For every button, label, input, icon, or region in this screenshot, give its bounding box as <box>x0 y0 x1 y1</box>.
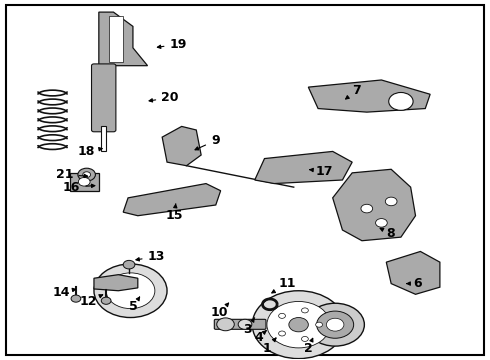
Circle shape <box>78 168 96 181</box>
Text: 14: 14 <box>52 286 76 299</box>
Circle shape <box>238 319 252 329</box>
Circle shape <box>316 322 322 327</box>
Text: 21: 21 <box>56 168 88 181</box>
Bar <box>101 126 106 152</box>
Text: 18: 18 <box>77 145 102 158</box>
Circle shape <box>289 318 308 332</box>
Polygon shape <box>255 152 352 184</box>
Text: 17: 17 <box>310 165 333 177</box>
FancyBboxPatch shape <box>92 64 116 132</box>
Text: 2: 2 <box>304 338 313 355</box>
Circle shape <box>317 311 354 338</box>
Circle shape <box>71 295 81 302</box>
Text: 8: 8 <box>380 227 395 240</box>
Text: 1: 1 <box>263 338 276 355</box>
Text: 7: 7 <box>345 84 361 99</box>
Polygon shape <box>386 251 440 294</box>
Text: 12: 12 <box>79 295 103 308</box>
Polygon shape <box>308 80 430 112</box>
FancyBboxPatch shape <box>214 319 266 329</box>
Circle shape <box>306 303 365 346</box>
Circle shape <box>123 260 135 269</box>
Text: 4: 4 <box>254 331 266 344</box>
Polygon shape <box>99 12 147 66</box>
Circle shape <box>279 331 286 336</box>
Text: 3: 3 <box>243 318 255 336</box>
Text: 9: 9 <box>195 134 220 150</box>
Text: 5: 5 <box>128 297 140 313</box>
Circle shape <box>361 204 373 213</box>
Circle shape <box>301 337 308 341</box>
Polygon shape <box>109 16 123 62</box>
Circle shape <box>94 264 167 318</box>
Text: 16: 16 <box>63 181 95 194</box>
Circle shape <box>217 318 234 331</box>
Circle shape <box>78 177 90 186</box>
Circle shape <box>106 273 155 309</box>
Text: 15: 15 <box>166 204 183 222</box>
Text: 13: 13 <box>136 250 165 263</box>
Circle shape <box>279 313 286 318</box>
Circle shape <box>101 297 111 304</box>
Circle shape <box>252 291 345 359</box>
Polygon shape <box>70 173 99 191</box>
Text: 10: 10 <box>211 303 229 319</box>
Text: 20: 20 <box>149 91 179 104</box>
Circle shape <box>389 93 413 111</box>
Text: 19: 19 <box>157 38 187 51</box>
Circle shape <box>267 301 330 348</box>
Circle shape <box>301 308 308 313</box>
Text: 11: 11 <box>272 277 295 293</box>
Circle shape <box>375 219 387 227</box>
Polygon shape <box>123 184 220 216</box>
Circle shape <box>326 318 344 331</box>
Circle shape <box>385 197 397 206</box>
Polygon shape <box>333 169 416 241</box>
Polygon shape <box>94 275 138 291</box>
Circle shape <box>83 172 91 177</box>
Text: 6: 6 <box>407 277 422 290</box>
Polygon shape <box>162 126 201 166</box>
